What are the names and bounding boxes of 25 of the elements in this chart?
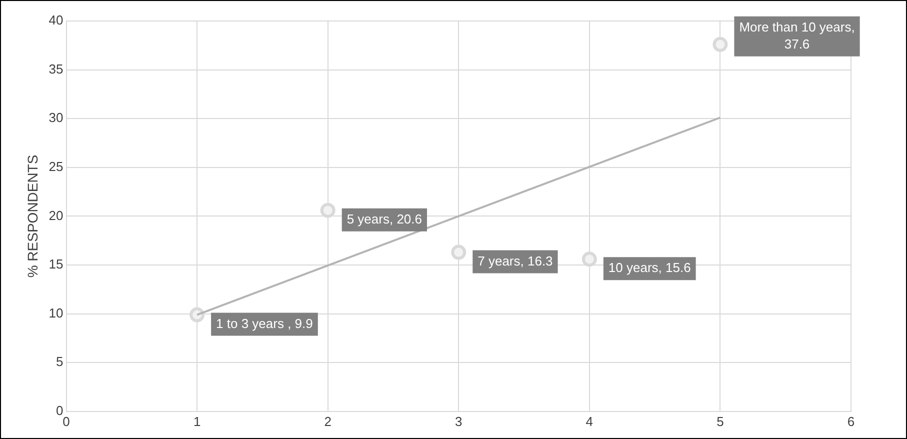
x-tick-label: 1 [193,414,201,429]
x-tick-label: 5 [716,414,724,429]
point [320,202,336,218]
point [712,36,728,52]
y-tick-label: 5 [56,354,64,370]
data-label: More than 10 years, 37.6 [739,20,855,52]
x-tick-label: 2 [324,414,332,429]
y-tick-label: 10 [48,305,64,320]
x-tick-label: 3 [455,414,462,429]
y-tick-label: 0 [56,402,64,418]
x-tick-label: 4 [586,414,594,429]
data-label: 10 years, 15.6 [608,260,691,276]
y-tick-label: 25 [48,158,64,174]
data-label: 1 to 3 years , 9.9 [216,316,313,331]
y-tick-label: 40 [48,12,64,28]
y-tick-label: 35 [48,61,64,76]
y-tick-label: 20 [48,208,64,223]
point [451,244,466,260]
point [582,252,597,267]
y-tick-label: 15 [48,256,64,272]
data-label: 5 years, 20.6 [346,211,422,226]
data-label: 7 years, 16.3 [478,253,553,268]
y-tick-label: 30 [48,110,64,126]
y-axis-title: % RESPONDENTS [24,154,40,278]
x-tick-label: 6 [847,414,855,429]
